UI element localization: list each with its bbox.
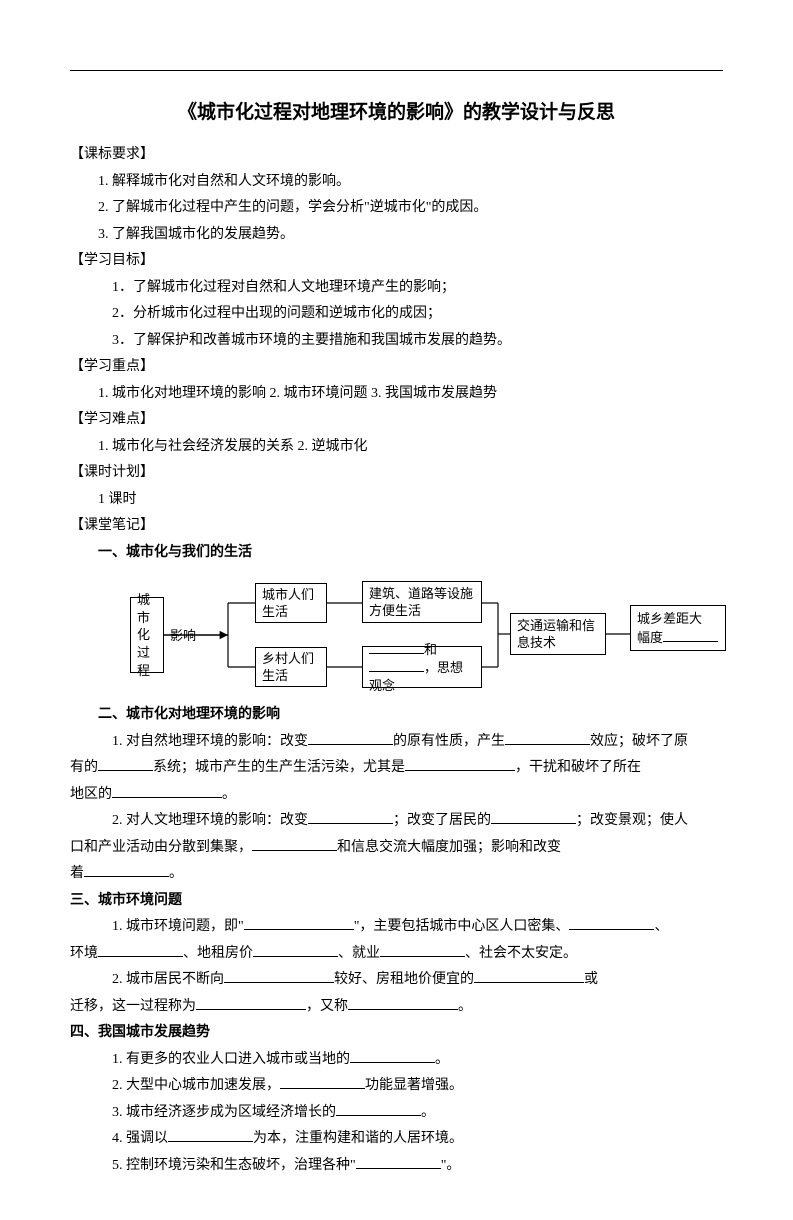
blank bbox=[280, 1074, 365, 1089]
zhongdian: 1. 城市化对地理环境的影响 2. 城市环境问题 3. 我国城市发展趋势 bbox=[70, 382, 723, 407]
heading-1: 一、城市化与我们的生活 bbox=[70, 541, 723, 566]
p2-line5: 口和产业活动由分散到集聚，和信息交流大幅度加强；影响和改变 bbox=[70, 836, 723, 861]
sec-kebiao: 【课标要求】 bbox=[70, 143, 723, 168]
blank bbox=[348, 995, 458, 1010]
flow-arrows bbox=[130, 575, 730, 695]
heading-2: 二、城市化对地理环境的影响 bbox=[70, 703, 723, 728]
sec-zhongdian: 【学习重点】 bbox=[70, 355, 723, 380]
sec-mubiao: 【学习目标】 bbox=[70, 249, 723, 274]
p4-4: 4. 强调以为本，注重构建和谐的人居环境。 bbox=[70, 1127, 723, 1152]
blank bbox=[253, 942, 338, 957]
sec-nandian: 【学习难点】 bbox=[70, 408, 723, 433]
p2-line1: 1. 对自然地理环境的影响：改变的原有性质，产生效应；破坏了原 bbox=[70, 730, 723, 755]
blank bbox=[308, 809, 393, 824]
blank bbox=[356, 1154, 441, 1169]
blank bbox=[380, 942, 465, 957]
blank bbox=[112, 783, 222, 798]
blank bbox=[98, 942, 183, 957]
flowchart: 城市化过程 影响 城市人们生活 乡村人们生活 建筑、道路等设施方便生活 和 ，思… bbox=[130, 575, 723, 695]
p3-line1: 1. 城市环境问题，即""，主要包括城市中心区人口密集、、 bbox=[70, 915, 723, 940]
blank bbox=[252, 836, 337, 851]
sec-keshi: 【课时计划】 bbox=[70, 461, 723, 486]
kebiao-1: 1. 解释城市化对自然和人文环境的影响。 bbox=[70, 170, 723, 195]
mubiao-3: 3．了解保护和改善城市环境的主要措施和我国城市发展的趋势。 bbox=[70, 329, 723, 354]
p2-line3: 地区的。 bbox=[70, 783, 723, 808]
blank bbox=[491, 809, 576, 824]
blank bbox=[474, 968, 584, 983]
blank bbox=[244, 915, 354, 930]
blank bbox=[350, 1048, 435, 1063]
blank bbox=[84, 862, 169, 877]
kebiao-3: 3. 了解我国城市化的发展趋势。 bbox=[70, 223, 723, 248]
blank bbox=[98, 756, 153, 771]
p3-line3: 2. 城市居民不断向较好、房租地价便宜的或 bbox=[70, 968, 723, 993]
p2-line2: 有的系统；城市产生的生产生活污染，尤其是，干扰和破坏了所在 bbox=[70, 756, 723, 781]
heading-3: 三、城市环境问题 bbox=[70, 889, 723, 914]
blank bbox=[405, 756, 515, 771]
mubiao-2: 2．分析城市化过程中出现的问题和逆城市化的成因； bbox=[70, 302, 723, 327]
mubiao-1: 1．了解城市化过程对自然和人文地理环境产生的影响； bbox=[70, 276, 723, 301]
page-title: 《城市化过程对地理环境的影响》的教学设计与反思 bbox=[70, 96, 723, 129]
blank bbox=[569, 915, 654, 930]
kebiao-2: 2. 了解城市化过程中产生的问题，学会分析"逆城市化"的成因。 bbox=[70, 196, 723, 221]
p2-line4: 2. 对人文地理环境的影响：改变；改变了居民的；改变景观；使人 bbox=[70, 809, 723, 834]
p3-line4: 迁移，这一过程称为，又称。 bbox=[70, 995, 723, 1020]
p4-1: 1. 有更多的农业人口进入城市或当地的。 bbox=[70, 1048, 723, 1073]
sec-biji: 【课堂笔记】 bbox=[70, 514, 723, 539]
keshi: 1 课时 bbox=[70, 488, 723, 513]
p4-2: 2. 大型中心城市加速发展，功能显著增强。 bbox=[70, 1074, 723, 1099]
blank bbox=[224, 968, 334, 983]
nandian: 1. 城市化与社会经济发展的关系 2. 逆城市化 bbox=[70, 435, 723, 460]
blank bbox=[196, 995, 306, 1010]
heading-4: 四、我国城市发展趋势 bbox=[70, 1021, 723, 1046]
top-rule bbox=[70, 70, 723, 71]
p2-line6: 着。 bbox=[70, 862, 723, 887]
p3-line2: 环境、地租房价、就业、社会不太安定。 bbox=[70, 942, 723, 967]
blank bbox=[336, 1101, 421, 1116]
blank bbox=[168, 1127, 253, 1142]
blank bbox=[505, 730, 590, 745]
p4-5: 5. 控制环境污染和生态破坏，治理各种""。 bbox=[70, 1154, 723, 1179]
blank bbox=[308, 730, 393, 745]
